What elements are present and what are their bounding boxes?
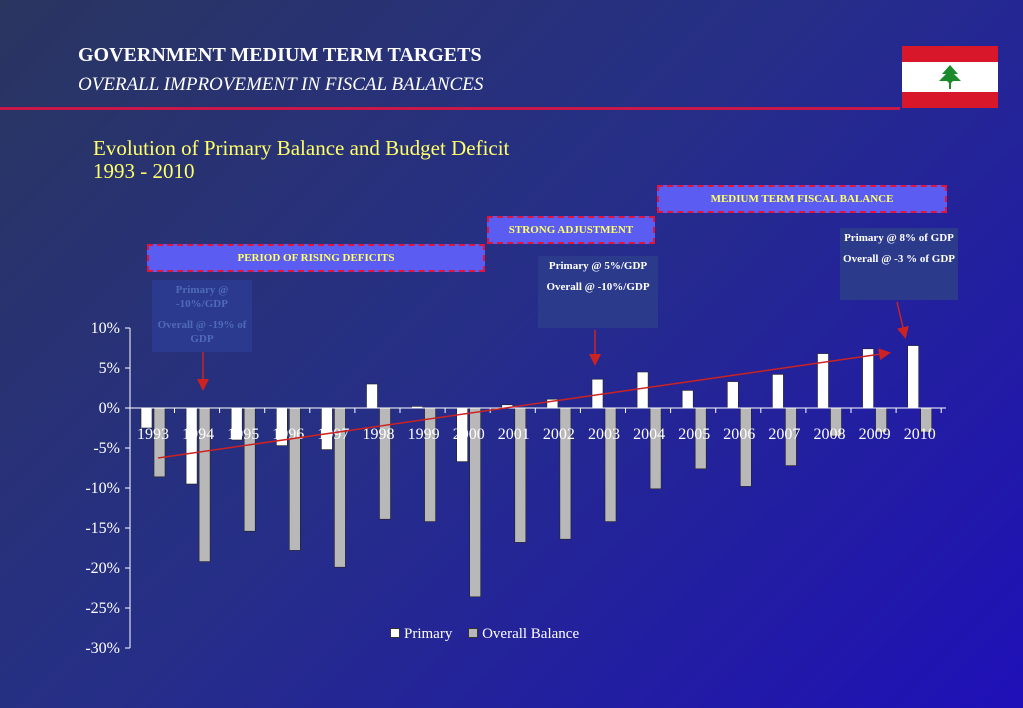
note-1994: Primary @ -10%/GDP Overall @ -19% of GDP — [152, 280, 252, 352]
note-1994-overall: Overall @ -19% of GDP — [157, 319, 247, 345]
primary-bar — [907, 345, 920, 409]
legend-swatch-primary — [390, 628, 400, 638]
primary-bar — [185, 407, 198, 485]
y-tick-label: 5% — [99, 360, 120, 377]
y-tick-label: -10% — [85, 480, 120, 497]
slide-title: GOVERNMENT MEDIUM TERM TARGETS — [78, 44, 482, 66]
note-1994-primary: Primary @ -10%/GDP — [175, 284, 229, 310]
lebanon-flag-icon — [902, 46, 998, 108]
primary-bar — [681, 390, 694, 409]
x-tick-label: 1995 — [227, 426, 259, 443]
primary-bar — [726, 381, 739, 409]
period-strong-adjustment: STRONG ADJUSTMENT — [487, 216, 655, 244]
x-tick-label: 2004 — [633, 426, 665, 443]
slide-subtitle: OVERALL IMPROVEMENT IN FISCAL BALANCES — [78, 74, 484, 95]
x-tick-label: 2002 — [543, 426, 575, 443]
legend-label-primary: Primary — [404, 626, 453, 642]
primary-bar — [140, 407, 153, 429]
x-tick-label: 1999 — [408, 426, 440, 443]
y-axis: 10% 5% 0% -5% -10% -15% -20% -25% -30% — [85, 320, 131, 657]
x-tick-label: 2000 — [453, 426, 485, 443]
x-tick-label: 2010 — [904, 426, 936, 443]
primary-bar — [772, 374, 784, 409]
annotation-arrows — [157, 301, 909, 459]
chart-title-line2: 1993 - 2010 — [93, 159, 195, 183]
primary-bar — [636, 371, 649, 409]
note-2003-primary: Primary @ 5%/GDP — [548, 260, 648, 272]
primary-bar — [862, 348, 874, 409]
y-tick-label: -15% — [85, 520, 120, 537]
x-tick-label: 2007 — [768, 426, 800, 443]
legend-label-overall: Overall Balance — [482, 626, 580, 642]
legend: Primary Overall Balance — [390, 626, 583, 643]
arrow-2010 — [896, 301, 909, 339]
x-tick-label: 2009 — [859, 426, 891, 443]
x-tick-label: 1997 — [317, 426, 349, 443]
chart-title: Evolution of Primary Balance and Budget … — [93, 137, 509, 183]
x-tick-label: 2005 — [678, 426, 710, 443]
x-tick-label: 1993 — [137, 426, 169, 443]
note-2003-overall: Overall @ -10%/GDP — [546, 281, 650, 293]
x-tick-label: 1998 — [363, 426, 395, 443]
note-2003: Primary @ 5%/GDP Overall @ -10%/GDP — [538, 256, 658, 328]
period-rising-deficits: PERIOD OF RISING DEFICITS — [147, 244, 485, 272]
y-tick-label: -20% — [85, 560, 120, 577]
chart-title-line1: Evolution of Primary Balance and Budget … — [93, 136, 510, 160]
y-tick-label: -25% — [85, 600, 120, 617]
y-tick-label: -5% — [93, 440, 120, 457]
x-tick-label: 2001 — [498, 426, 530, 443]
overall-bar — [649, 407, 662, 490]
x-tick-label: 1994 — [182, 426, 214, 443]
x-tick-label: 2006 — [723, 426, 755, 443]
period-medium-term: MEDIUM TERM FISCAL BALANCE — [657, 185, 947, 213]
note-2010-primary: Primary @ 8% of GDP — [844, 232, 954, 244]
trend-arrow — [157, 348, 891, 459]
x-tick-label: 2008 — [814, 426, 846, 443]
bar-group — [140, 345, 933, 598]
overall-bar — [739, 407, 752, 487]
legend-swatch-overall — [468, 628, 479, 638]
y-tick-label: 10% — [91, 320, 120, 337]
x-tick-label: 2003 — [588, 426, 620, 443]
x-axis: 1993 1994 1995 1996 1997 1998 1999 2000 2001 2002… — [130, 407, 946, 443]
y-tick-label: -30% — [85, 640, 120, 657]
note-2010-overall: Overall @ -3 % of GDP — [843, 253, 955, 265]
y-tick-label: 0% — [99, 400, 120, 417]
primary-bar — [366, 383, 378, 409]
title-rule — [0, 107, 900, 110]
note-2010: Primary @ 8% of GDP Overall @ -3 % of GD… — [840, 228, 958, 300]
